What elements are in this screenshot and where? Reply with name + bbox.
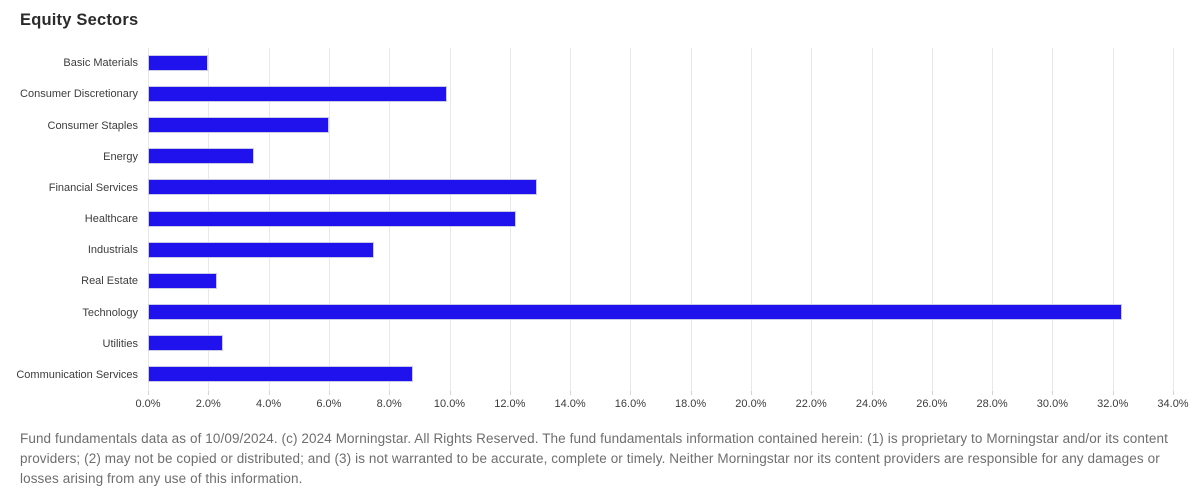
axis-tick xyxy=(1173,391,1174,395)
x-axis-tick-label: 32.0% xyxy=(1097,398,1129,410)
x-axis-tick-label: 26.0% xyxy=(916,398,948,410)
x-axis-tick-label: 30.0% xyxy=(1036,398,1068,410)
x-axis-tick-label: 8.0% xyxy=(376,398,402,410)
axis-tick xyxy=(1112,391,1114,395)
x-axis-tick-label: 34.0% xyxy=(1157,398,1189,410)
gridline xyxy=(1052,48,1054,391)
axis-tick xyxy=(811,391,813,395)
gridline xyxy=(871,48,873,391)
axis-tick xyxy=(690,391,692,395)
axis-tick xyxy=(148,391,149,395)
x-axis-tick-label: 2.0% xyxy=(195,398,221,410)
category-label: Healthcare xyxy=(84,213,138,225)
gridline xyxy=(630,48,632,391)
bar-energy xyxy=(148,148,254,165)
gridline xyxy=(931,48,933,391)
axis-tick xyxy=(509,391,511,395)
gridline xyxy=(992,48,994,391)
x-axis-tick-label: 18.0% xyxy=(674,398,707,410)
axis-tick xyxy=(389,391,391,395)
bar-healthcare xyxy=(148,210,516,227)
axis-tick xyxy=(871,391,873,395)
x-axis-tick-label: 10.0% xyxy=(433,398,466,410)
disclaimer-text: Fund fundamentals data as of 10/09/2024.… xyxy=(20,431,1168,486)
x-axis-tick-label: 16.0% xyxy=(614,398,646,410)
category-label: Consumer Staples xyxy=(47,119,139,132)
gridline xyxy=(811,48,813,391)
category-label: Real Estate xyxy=(81,275,138,288)
category-label: Utilities xyxy=(102,337,138,350)
axis-tick xyxy=(931,391,933,395)
category-label: Energy xyxy=(103,150,138,163)
axis-tick xyxy=(992,391,994,395)
axis-tick xyxy=(268,391,270,395)
x-axis-tick-label: 6.0% xyxy=(316,398,342,410)
x-axis-tick-label: 24.0% xyxy=(855,398,888,410)
x-axis-tick-label: 20.0% xyxy=(735,398,767,410)
gridline xyxy=(1112,48,1114,391)
axis-tick xyxy=(449,391,451,395)
x-axis-tick-label: 0.0% xyxy=(135,398,161,410)
bar-real-estate xyxy=(148,272,218,289)
x-axis-tick-label: 4.0% xyxy=(256,398,282,410)
chart-title: Equity Sectors xyxy=(20,11,139,29)
x-axis-tick-label: 28.0% xyxy=(976,398,1008,410)
bar-industrials xyxy=(148,241,375,258)
category-label: Industrials xyxy=(87,244,138,257)
bar-utilities xyxy=(148,335,224,352)
bar-communication-services xyxy=(148,366,414,383)
x-axis-tick-label: 14.0% xyxy=(554,398,586,410)
gridline xyxy=(690,48,692,391)
axis-tick xyxy=(328,391,330,395)
category-label: Technology xyxy=(82,306,138,319)
equity-sectors-bar-chart: Basic Materials Consumer Discretionary Con… xyxy=(16,48,1189,410)
gridline xyxy=(570,48,572,391)
bar-technology xyxy=(148,304,1122,320)
category-label: Financial Services xyxy=(48,181,138,194)
category-label: Consumer Discretionary xyxy=(20,88,138,101)
plot-area xyxy=(148,48,1174,395)
axis-tick xyxy=(630,391,632,395)
bar-consumer-discretionary xyxy=(148,85,447,102)
category-label: Communication Services xyxy=(16,368,138,381)
axis-tick xyxy=(1052,391,1054,395)
bar-basic-materials xyxy=(148,54,209,71)
x-axis-tick-label: 12.0% xyxy=(494,398,526,410)
gridline xyxy=(1173,48,1174,391)
axis-tick xyxy=(208,391,210,395)
bar-consumer-staples xyxy=(148,117,329,133)
axis-tick xyxy=(750,391,752,395)
x-axis-tick-label: 22.0% xyxy=(795,398,827,410)
gridline xyxy=(750,48,752,391)
category-label: Basic Materials xyxy=(63,57,138,70)
axis-tick xyxy=(570,391,572,395)
bar-financial-services xyxy=(148,179,537,196)
